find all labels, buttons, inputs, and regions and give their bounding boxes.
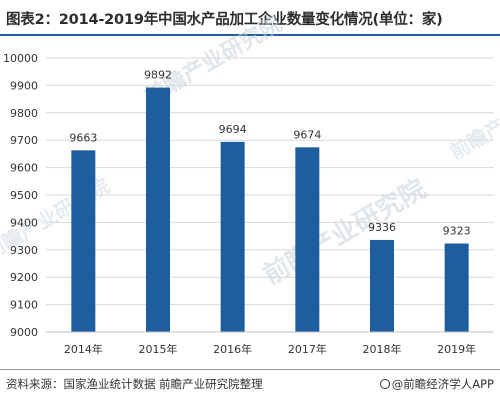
y-tick-label: 9700 — [10, 134, 38, 147]
footer-rule — [0, 369, 500, 370]
y-tick-label: 10000 — [3, 52, 38, 65]
y-tick-label: 9600 — [10, 162, 38, 175]
x-tick-label: 2016年 — [213, 342, 252, 356]
watermark-text: 前瞻产业研究院 — [446, 74, 500, 165]
data-label: 9336 — [368, 221, 396, 234]
source-note: 资料来源：国家渔业统计数据 前瞻产业研究院整理 — [6, 377, 263, 391]
data-label: 9892 — [144, 69, 172, 82]
data-label: 9323 — [443, 224, 471, 237]
bar — [146, 87, 170, 332]
bar — [71, 150, 96, 332]
data-label: 9674 — [293, 128, 321, 141]
y-tick-label: 9300 — [10, 244, 38, 257]
brand-label: @前瞻经济学人APP — [391, 377, 494, 391]
x-tick-label: 2019年 — [437, 342, 476, 356]
y-tick-label: 9200 — [10, 271, 38, 284]
y-tick-label: 9800 — [10, 107, 38, 120]
x-tick-label: 2014年 — [64, 342, 103, 356]
y-tick-label: 9900 — [10, 79, 38, 92]
watermark-text: 前瞻产业研究院 — [258, 173, 431, 291]
bar — [370, 239, 394, 332]
bar — [220, 141, 245, 332]
y-tick-label: 9500 — [10, 189, 38, 202]
title-underline — [0, 34, 500, 36]
x-tick-label: 2018年 — [363, 342, 402, 356]
bar-chart: 前瞻产业研究院 前瞻产业研究院 前瞻产业研究院 前瞻产业研究院 96639892… — [0, 11, 500, 356]
x-tick-label: 2015年 — [139, 342, 178, 356]
brand-logo-icon — [379, 379, 390, 389]
y-tick-label: 9000 — [10, 326, 38, 339]
brand-credit: @前瞻经济学人APP — [379, 376, 494, 392]
data-label: 9694 — [219, 123, 247, 136]
y-tick-label: 9400 — [10, 216, 38, 229]
chart-title: 图表2：2014-2019年中国水产品加工企业数量变化情况(单位：家) — [6, 12, 443, 28]
y-tick-label: 9100 — [10, 299, 38, 312]
bar — [444, 243, 469, 332]
x-tick-label: 2017年 — [288, 342, 327, 356]
bar — [295, 147, 320, 332]
data-label: 9663 — [69, 131, 97, 144]
